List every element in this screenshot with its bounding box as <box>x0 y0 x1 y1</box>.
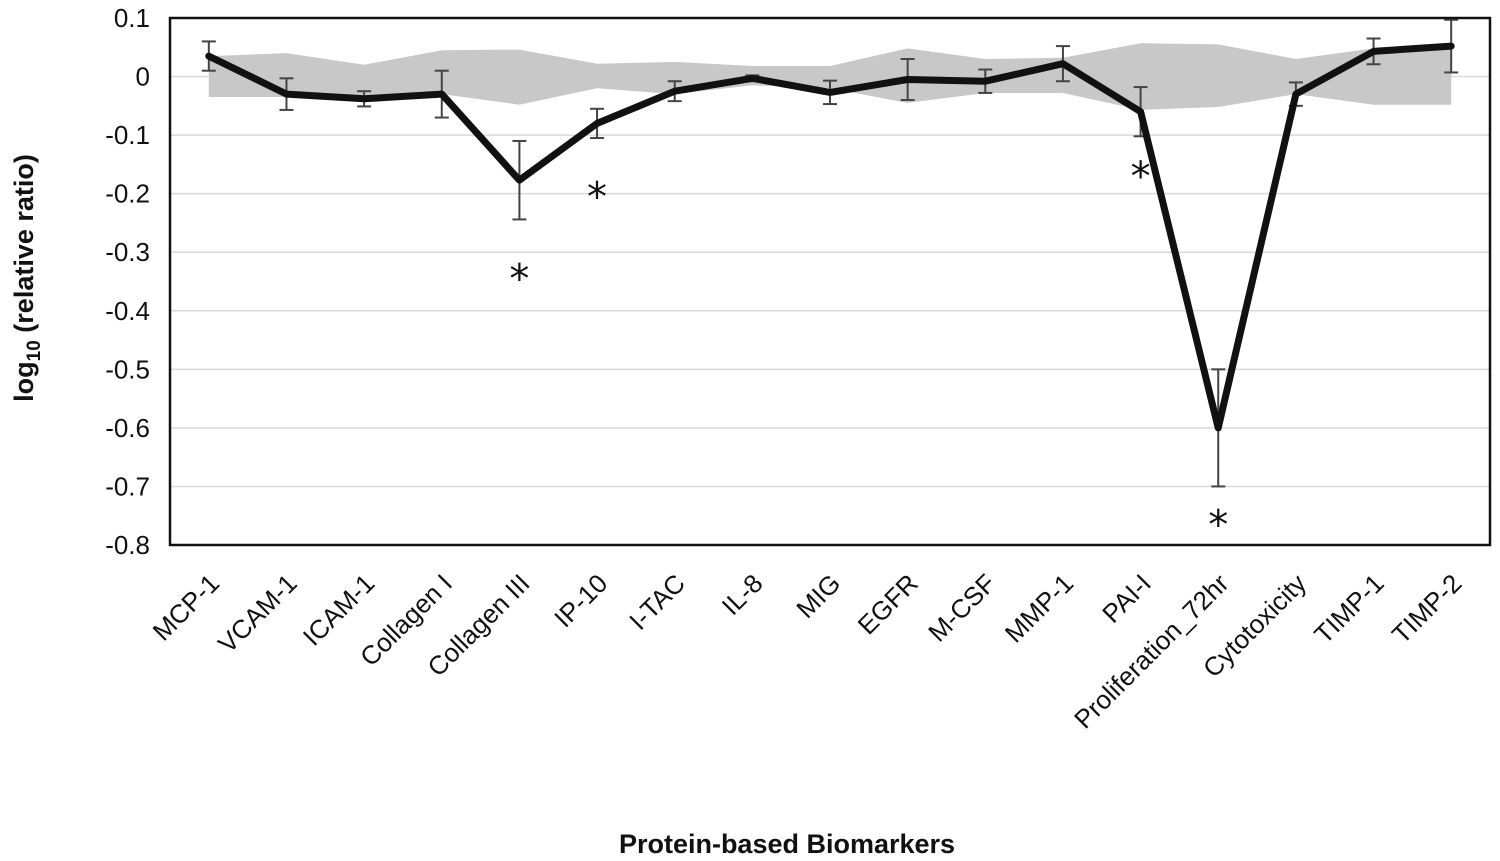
y-tick-label: -0.1 <box>105 120 150 150</box>
y-tick-label: -0.5 <box>105 354 150 384</box>
data-point <box>439 92 444 97</box>
data-point <box>1216 425 1221 430</box>
data-point <box>1371 49 1376 54</box>
data-point <box>1138 109 1143 114</box>
significance-asterisk: * <box>1208 503 1228 549</box>
data-point <box>905 77 910 82</box>
x-tick-label: EGFR <box>852 568 924 640</box>
series-line-layer <box>205 42 1455 432</box>
significance-asterisk: * <box>1131 154 1151 200</box>
x-tick-label: IL-8 <box>716 568 769 621</box>
x-tick-label: MIG <box>790 568 846 624</box>
x-tick-label: MCP-1 <box>147 568 225 646</box>
significance-asterisk: * <box>587 175 607 221</box>
x-tick-label: IP-10 <box>548 568 613 633</box>
data-point <box>828 90 832 95</box>
y-tick-label: -0.7 <box>105 471 150 501</box>
x-tick-label: VCAM-1 <box>212 568 303 659</box>
data-point <box>595 121 600 126</box>
y-axis-title-rest: (relative ratio) <box>9 154 39 340</box>
x-tick-label: M-CSF <box>922 568 1001 647</box>
data-point <box>983 79 988 84</box>
data-point <box>672 89 677 94</box>
x-tick-label: TIMP-2 <box>1386 568 1467 649</box>
y-tick-label: 0.1 <box>114 3 150 33</box>
y-tick-label: -0.4 <box>105 296 150 326</box>
plot-frame <box>168 16 1492 547</box>
x-tick-label: PAI-I <box>1096 568 1157 629</box>
x-tick-label: TIMP-1 <box>1308 568 1389 649</box>
y-tick-label: -0.6 <box>105 413 150 443</box>
x-tick-label: I-TAC <box>623 568 691 636</box>
y-tick-label: -0.8 <box>105 530 150 560</box>
y-tick-label: -0.2 <box>105 179 150 209</box>
data-point <box>362 96 367 101</box>
data-point <box>284 92 289 97</box>
x-axis-title: Protein-based Biomarkers <box>619 829 955 859</box>
data-point <box>517 178 522 183</box>
data-point <box>1060 61 1065 66</box>
significance-asterisk: * <box>509 257 529 303</box>
data-point <box>1293 92 1298 97</box>
data-point <box>1449 44 1454 49</box>
y-tick-label: 0 <box>136 62 150 92</box>
significance-annotations: * * * * <box>509 154 1228 548</box>
y-axis-title: log10 (relative ratio) <box>9 154 45 402</box>
y-axis-title-main: log <box>9 361 39 402</box>
y-tick-label: -0.3 <box>105 237 150 267</box>
x-tick-label: MMP-1 <box>999 568 1079 648</box>
y-axis-ticks: 0.1 0 -0.1 -0.2 -0.3 -0.4 -0.5 -0.6 -0.7 -0.8 <box>105 3 150 560</box>
y-axis-title-subscript: 10 <box>24 340 45 361</box>
data-point <box>206 54 211 59</box>
data-point <box>750 76 755 81</box>
